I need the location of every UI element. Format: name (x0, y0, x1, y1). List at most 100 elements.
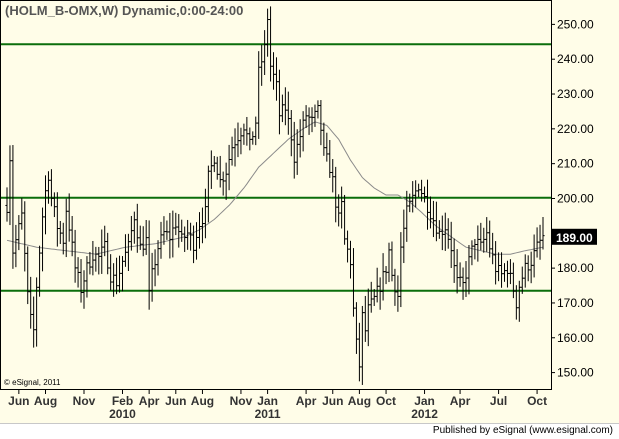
price-chart: 150.00160.00170.00180.00190.00200.00210.… (0, 0, 597, 421)
price-bar (289, 110, 293, 157)
x-tick-label: Aug (34, 394, 57, 408)
year-label: 2010 (109, 407, 136, 421)
price-bar (144, 219, 148, 255)
price-bar (26, 246, 30, 305)
x-tick-label: Jan (257, 394, 278, 408)
price-bar (443, 212, 447, 251)
price-bar (194, 222, 199, 260)
price-bar (67, 193, 71, 242)
footer-bar (0, 423, 619, 439)
price-bar (88, 251, 92, 275)
price-bar (322, 122, 326, 156)
x-tick-label: Oct (376, 394, 396, 408)
price-bar (40, 207, 45, 272)
price-bar (494, 241, 498, 285)
price-bar (476, 225, 480, 262)
price-bar (251, 131, 255, 145)
price-bar (470, 240, 474, 266)
price-bar (408, 193, 412, 213)
price-bar (106, 232, 110, 275)
price-bar (280, 94, 285, 123)
x-tick-label: Apr (139, 394, 160, 408)
price-bar (538, 224, 542, 260)
x-tick-label: Aug (191, 394, 214, 408)
price-bar (369, 281, 373, 313)
price-bar (295, 129, 299, 175)
price-bar (479, 222, 483, 251)
price-bar (94, 246, 98, 272)
price-bar (458, 262, 462, 287)
price-bar (197, 212, 202, 249)
price-bar (221, 171, 225, 196)
x-tick-label: Aug (348, 394, 371, 408)
price-bar (535, 227, 539, 258)
price-bar (141, 226, 145, 257)
price-bar (437, 220, 441, 239)
price-bar (268, 6, 273, 82)
price-bar (517, 280, 521, 322)
price-bar (8, 145, 12, 226)
x-tick-label: Jun (322, 394, 343, 408)
price-bar (331, 159, 335, 193)
price-bar (520, 266, 524, 294)
price-bar (117, 255, 122, 293)
price-bar (132, 211, 136, 244)
price-bar (337, 194, 341, 227)
price-bar (215, 156, 219, 180)
price-bar (200, 207, 205, 244)
x-tick-label: Oct (527, 394, 547, 408)
price-bar (502, 263, 507, 282)
price-bar (37, 245, 42, 297)
price-bar (325, 132, 329, 162)
price-bar (286, 91, 290, 135)
y-tick-label: 240.00 (557, 52, 594, 66)
price-bar (482, 227, 486, 253)
price-bar (165, 220, 169, 240)
price-bar (354, 302, 359, 354)
price-bar (17, 215, 21, 251)
copyright-label: © eSignal, 2011 (4, 378, 61, 387)
price-bar (218, 155, 222, 188)
price-bar (523, 254, 527, 288)
price-bar (328, 139, 332, 178)
price-bar (402, 209, 406, 264)
price-bar (20, 198, 24, 230)
price-bar (245, 116, 249, 146)
price-bar (428, 196, 433, 229)
price-bar (455, 249, 459, 294)
price-bar (103, 225, 107, 257)
x-axis: Jun Aug Nov Feb Apr Jun Aug Nov Jan Apr Jun Aug Oct J… (8, 390, 547, 421)
price-bar (97, 246, 101, 275)
x-tick-label: Nov (230, 394, 253, 408)
price-bar (76, 257, 80, 288)
price-bar (129, 215, 133, 251)
year-label: 2011 (255, 407, 281, 421)
price-bar (168, 212, 172, 259)
price-bar (304, 105, 308, 128)
price-bar (73, 229, 77, 283)
price-bar (274, 57, 279, 101)
price-bar (473, 238, 477, 260)
price-bar (79, 259, 83, 303)
x-tick-label: Jun (165, 394, 186, 408)
price-bar (209, 150, 213, 189)
price-bar (11, 145, 15, 269)
y-tick-label: 180.00 (557, 261, 594, 275)
price-bar (35, 277, 39, 347)
price-bar (138, 225, 142, 250)
price-bar (313, 104, 317, 127)
price-bar (422, 186, 427, 203)
price-bar (171, 210, 175, 258)
y-tick-label: 250.00 (557, 17, 594, 31)
price-bar (82, 270, 86, 309)
price-bar (230, 136, 234, 166)
price-bar (189, 222, 193, 251)
price-bar (399, 232, 403, 308)
price-bar (29, 276, 33, 329)
price-bar (319, 100, 323, 146)
price-bar (532, 234, 536, 278)
price-bar (114, 257, 119, 295)
price-bar (491, 232, 495, 265)
price-bar (348, 240, 353, 279)
price-bar (464, 261, 468, 297)
